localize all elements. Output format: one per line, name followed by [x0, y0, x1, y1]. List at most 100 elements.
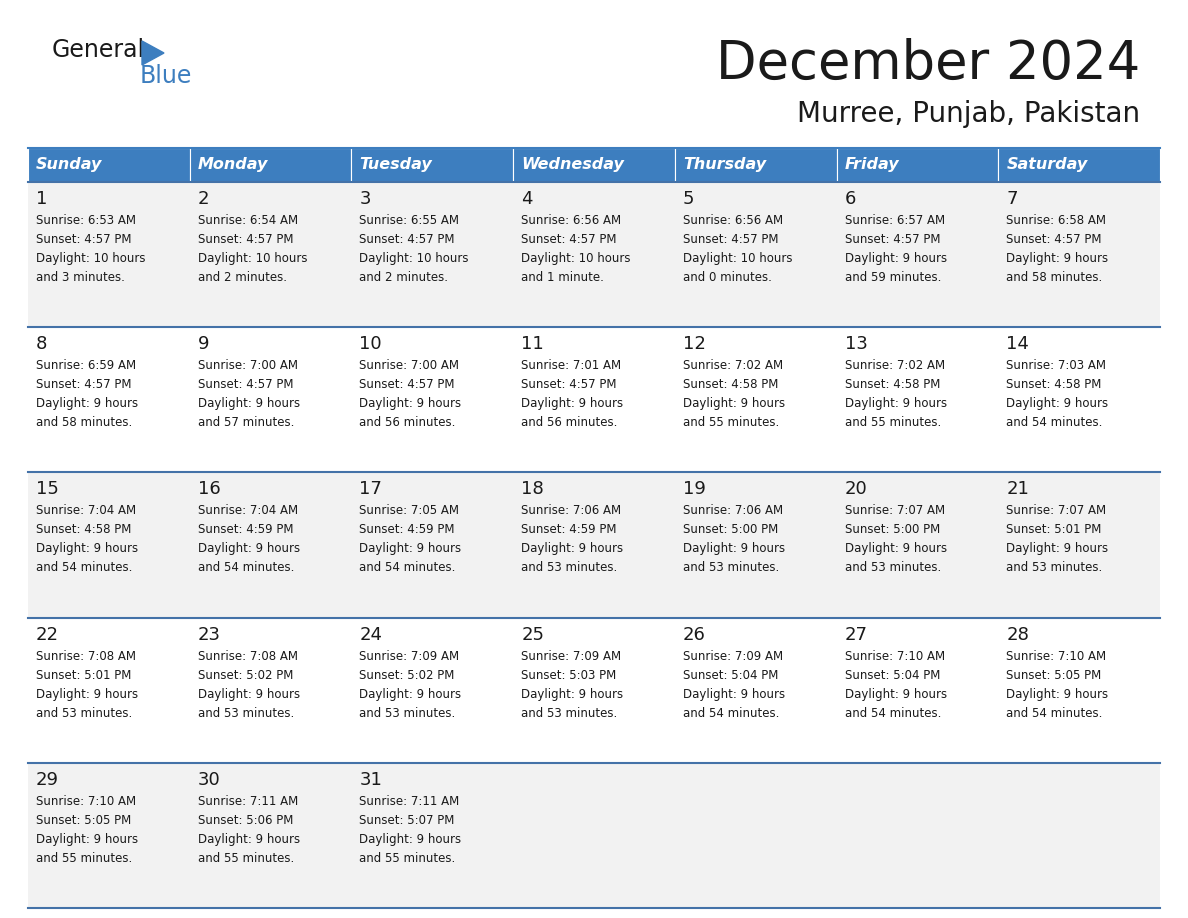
Text: Saturday: Saturday [1006, 158, 1087, 173]
Text: 2: 2 [197, 190, 209, 208]
Text: Daylight: 9 hours: Daylight: 9 hours [683, 543, 785, 555]
Text: 6: 6 [845, 190, 855, 208]
Text: and 54 minutes.: and 54 minutes. [360, 562, 456, 575]
Text: and 58 minutes.: and 58 minutes. [36, 416, 132, 430]
Text: Sunset: 5:05 PM: Sunset: 5:05 PM [1006, 668, 1101, 681]
Text: and 53 minutes.: and 53 minutes. [360, 707, 456, 720]
Text: Daylight: 9 hours: Daylight: 9 hours [683, 397, 785, 410]
Text: Sunrise: 7:10 AM: Sunrise: 7:10 AM [36, 795, 137, 808]
Text: Sunset: 4:57 PM: Sunset: 4:57 PM [360, 378, 455, 391]
Text: Sunrise: 7:07 AM: Sunrise: 7:07 AM [845, 504, 944, 518]
Text: Sunrise: 7:07 AM: Sunrise: 7:07 AM [1006, 504, 1106, 518]
Text: and 53 minutes.: and 53 minutes. [197, 707, 293, 720]
Text: Sunset: 4:59 PM: Sunset: 4:59 PM [360, 523, 455, 536]
Text: and 56 minutes.: and 56 minutes. [360, 416, 456, 430]
Text: Daylight: 9 hours: Daylight: 9 hours [197, 688, 299, 700]
Text: Daylight: 9 hours: Daylight: 9 hours [522, 397, 624, 410]
Text: Sunset: 5:05 PM: Sunset: 5:05 PM [36, 813, 131, 827]
Text: Sunrise: 7:08 AM: Sunrise: 7:08 AM [36, 650, 135, 663]
Text: Daylight: 9 hours: Daylight: 9 hours [36, 543, 138, 555]
Text: 15: 15 [36, 480, 59, 498]
Text: and 59 minutes.: and 59 minutes. [845, 271, 941, 284]
Text: Sunrise: 7:10 AM: Sunrise: 7:10 AM [845, 650, 944, 663]
Text: Sunrise: 6:56 AM: Sunrise: 6:56 AM [683, 214, 783, 227]
Text: Monday: Monday [197, 158, 268, 173]
Text: 23: 23 [197, 625, 221, 644]
Text: Murree, Punjab, Pakistan: Murree, Punjab, Pakistan [797, 100, 1140, 128]
Text: Sunrise: 7:02 AM: Sunrise: 7:02 AM [845, 359, 944, 372]
Text: Sunrise: 7:05 AM: Sunrise: 7:05 AM [360, 504, 460, 518]
Text: Sunrise: 7:11 AM: Sunrise: 7:11 AM [360, 795, 460, 808]
Bar [29, 763, 1159, 908]
Text: Sunrise: 7:04 AM: Sunrise: 7:04 AM [197, 504, 298, 518]
Text: Sunrise: 7:06 AM: Sunrise: 7:06 AM [522, 504, 621, 518]
Text: Sunset: 4:57 PM: Sunset: 4:57 PM [197, 233, 293, 246]
Text: Sunrise: 7:09 AM: Sunrise: 7:09 AM [360, 650, 460, 663]
Bar [998, 148, 1159, 182]
Text: Friday: Friday [845, 158, 899, 173]
Text: Daylight: 9 hours: Daylight: 9 hours [197, 833, 299, 845]
Text: Daylight: 10 hours: Daylight: 10 hours [36, 252, 145, 265]
Text: Sunrise: 6:53 AM: Sunrise: 6:53 AM [36, 214, 135, 227]
Text: Sunset: 4:57 PM: Sunset: 4:57 PM [845, 233, 940, 246]
Text: Sunrise: 7:10 AM: Sunrise: 7:10 AM [1006, 650, 1106, 663]
Text: Sunrise: 7:02 AM: Sunrise: 7:02 AM [683, 359, 783, 372]
Text: Sunset: 5:02 PM: Sunset: 5:02 PM [360, 668, 455, 681]
Text: 5: 5 [683, 190, 694, 208]
Text: December 2024: December 2024 [715, 38, 1140, 90]
Text: Daylight: 9 hours: Daylight: 9 hours [1006, 688, 1108, 700]
Text: and 53 minutes.: and 53 minutes. [36, 707, 132, 720]
Text: and 54 minutes.: and 54 minutes. [1006, 707, 1102, 720]
Text: 4: 4 [522, 190, 532, 208]
Text: Daylight: 9 hours: Daylight: 9 hours [522, 543, 624, 555]
Text: 19: 19 [683, 480, 706, 498]
Text: and 53 minutes.: and 53 minutes. [845, 562, 941, 575]
Text: General: General [52, 38, 145, 62]
Text: 21: 21 [1006, 480, 1029, 498]
Polygon shape [143, 41, 164, 65]
Text: Sunrise: 6:57 AM: Sunrise: 6:57 AM [845, 214, 944, 227]
Text: Daylight: 9 hours: Daylight: 9 hours [36, 833, 138, 845]
Text: Daylight: 10 hours: Daylight: 10 hours [360, 252, 469, 265]
Text: and 2 minutes.: and 2 minutes. [360, 271, 448, 284]
Text: 9: 9 [197, 335, 209, 353]
Text: 13: 13 [845, 335, 867, 353]
Text: and 53 minutes.: and 53 minutes. [522, 707, 618, 720]
Text: Daylight: 9 hours: Daylight: 9 hours [522, 688, 624, 700]
Text: and 54 minutes.: and 54 minutes. [683, 707, 779, 720]
Text: Sunset: 5:02 PM: Sunset: 5:02 PM [197, 668, 293, 681]
Text: and 55 minutes.: and 55 minutes. [360, 852, 456, 865]
Text: 29: 29 [36, 771, 59, 789]
Text: Daylight: 9 hours: Daylight: 9 hours [360, 543, 462, 555]
Text: Sunset: 5:04 PM: Sunset: 5:04 PM [845, 668, 940, 681]
Text: Daylight: 9 hours: Daylight: 9 hours [197, 543, 299, 555]
Text: Sunset: 4:58 PM: Sunset: 4:58 PM [1006, 378, 1101, 391]
Bar [352, 148, 513, 182]
Text: and 55 minutes.: and 55 minutes. [845, 416, 941, 430]
Text: Daylight: 10 hours: Daylight: 10 hours [197, 252, 308, 265]
Text: Sunset: 4:57 PM: Sunset: 4:57 PM [36, 233, 132, 246]
Bar [29, 473, 1159, 618]
Text: Sunset: 4:58 PM: Sunset: 4:58 PM [36, 523, 132, 536]
Text: Daylight: 9 hours: Daylight: 9 hours [683, 688, 785, 700]
Text: Sunset: 5:07 PM: Sunset: 5:07 PM [360, 813, 455, 827]
Text: Sunrise: 7:00 AM: Sunrise: 7:00 AM [360, 359, 460, 372]
Text: 8: 8 [36, 335, 48, 353]
Text: Sunrise: 7:09 AM: Sunrise: 7:09 AM [522, 650, 621, 663]
Text: Sunset: 4:57 PM: Sunset: 4:57 PM [36, 378, 132, 391]
Text: Sunrise: 7:11 AM: Sunrise: 7:11 AM [197, 795, 298, 808]
Text: and 0 minutes.: and 0 minutes. [683, 271, 772, 284]
Text: Daylight: 9 hours: Daylight: 9 hours [36, 397, 138, 410]
Text: Sunset: 5:03 PM: Sunset: 5:03 PM [522, 668, 617, 681]
Text: 26: 26 [683, 625, 706, 644]
Text: Sunrise: 7:08 AM: Sunrise: 7:08 AM [197, 650, 298, 663]
Text: Sunrise: 7:09 AM: Sunrise: 7:09 AM [683, 650, 783, 663]
Text: Sunrise: 6:55 AM: Sunrise: 6:55 AM [360, 214, 460, 227]
Text: and 1 minute.: and 1 minute. [522, 271, 604, 284]
Text: and 58 minutes.: and 58 minutes. [1006, 271, 1102, 284]
Text: 22: 22 [36, 625, 59, 644]
Text: 31: 31 [360, 771, 383, 789]
Text: 11: 11 [522, 335, 544, 353]
Text: 25: 25 [522, 625, 544, 644]
Text: Sunset: 5:01 PM: Sunset: 5:01 PM [1006, 523, 1101, 536]
